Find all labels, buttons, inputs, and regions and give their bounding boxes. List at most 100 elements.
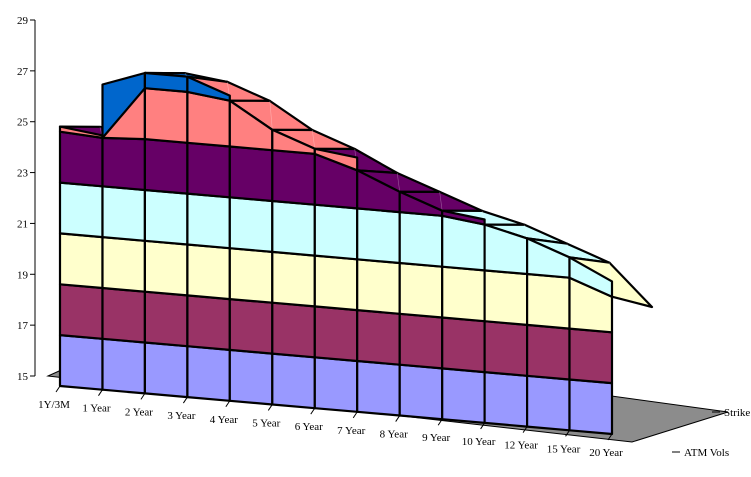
surface-band-cell <box>101 286 146 344</box>
surface-cell-diagonal <box>312 129 316 149</box>
surface-band-cell <box>143 341 189 399</box>
y-tick-label: 21 <box>17 218 28 230</box>
surface-band-cell <box>228 298 274 355</box>
x-tick-label: 12 Year <box>504 440 538 452</box>
surface-band-cell <box>271 149 316 206</box>
surface-band-cell <box>313 305 359 363</box>
y-tick-label: 23 <box>17 168 29 180</box>
surface-band-cell <box>398 312 444 370</box>
x-tick-label: 1 Year <box>82 403 110 415</box>
y-tick-label: 15 <box>17 371 29 383</box>
surface-band-cell <box>228 247 274 304</box>
surface-band-cell <box>525 272 571 330</box>
x-tick-label: 20 Year <box>589 447 623 459</box>
x-tick-mark <box>352 411 358 419</box>
surface-band-cell <box>143 87 189 144</box>
surface-band-cell <box>525 374 571 432</box>
y-tick-label: 27 <box>17 66 29 78</box>
y-tick-label: 19 <box>17 269 29 281</box>
surface-band-cell <box>101 337 146 395</box>
surface-band-cell <box>271 352 316 410</box>
surface-band-cell <box>101 136 146 192</box>
x-tick-mark <box>522 426 528 433</box>
surface-band-cell <box>441 316 486 374</box>
surface-band-cell <box>186 141 231 199</box>
depth-axis: ATM Vols Strike 3.0 <box>672 407 751 459</box>
surface-band-cell <box>186 192 231 250</box>
x-tick-label: 9 Year <box>422 432 450 444</box>
depth-tick-label: ATM Vols <box>684 447 729 459</box>
surface-band-cell <box>398 211 444 268</box>
x-tick-label: 15 Year <box>547 443 581 455</box>
surface-band-cell <box>228 145 274 203</box>
x-tick-mark <box>310 407 316 415</box>
x-tick-mark <box>267 404 273 411</box>
surface-band-cell <box>398 261 444 319</box>
surface-band-cell <box>313 254 359 312</box>
x-tick-label: 10 Year <box>462 436 496 448</box>
x-tick-mark <box>395 415 401 422</box>
y-tick-label: 29 <box>17 15 29 27</box>
surface-band-cell <box>313 203 359 261</box>
surface-band-cell <box>58 181 104 239</box>
surface-band-cell <box>271 199 316 257</box>
y-tick-label: 17 <box>17 320 29 332</box>
surface-band-cell <box>186 243 231 301</box>
surface-cell-diagonal <box>269 100 273 130</box>
x-tick-mark <box>225 400 231 408</box>
surface-cell-diagonal <box>439 191 443 211</box>
x-tick-mark <box>607 433 613 441</box>
surface-band-cell <box>441 265 486 323</box>
surface-band-cell <box>58 283 104 340</box>
y-axis: 15 17 19 21 23 25 27 29 <box>17 15 36 383</box>
surface-band-cell <box>143 239 189 297</box>
surface-band-cell <box>568 256 614 298</box>
surface-band-cell <box>398 363 444 421</box>
surface-band-cell <box>271 250 316 308</box>
surface-band-cell <box>101 236 146 293</box>
surface-band-cell <box>101 185 146 242</box>
y-tick-label: 25 <box>17 117 29 129</box>
surface-band-cell <box>58 130 104 188</box>
x-tick-mark <box>98 389 103 396</box>
surface-band-cell <box>568 327 614 385</box>
x-tick-mark <box>565 430 570 437</box>
surface-band-cell <box>228 196 274 253</box>
x-tick-mark <box>182 396 188 404</box>
x-tick-label: 2 Year <box>125 406 153 418</box>
surface-band-cell <box>271 301 316 359</box>
x-tick-label: 3 Year <box>167 410 195 422</box>
x-tick-label: 1Y/3M <box>38 399 70 411</box>
surface-band-cell <box>568 378 614 436</box>
x-tick-label: 6 Year <box>295 421 323 433</box>
surface-band-cell <box>58 232 104 290</box>
surface-band-cell <box>483 371 529 428</box>
surface-band-cell <box>441 367 486 424</box>
x-tick-label: 5 Year <box>252 417 280 429</box>
depth-tick-label: Strike 3.0 <box>724 407 751 419</box>
surface-band-cell <box>483 320 529 377</box>
x-tick-label: 4 Year <box>210 414 238 426</box>
surface-band-cell <box>483 269 529 326</box>
surface-band-cell <box>143 71 189 94</box>
surface-band-cell <box>186 294 231 351</box>
surface-band-cell <box>525 323 571 381</box>
surface-cell-diagonal <box>524 224 528 239</box>
surface-band-cell <box>143 290 189 348</box>
x-tick-label: 8 Year <box>380 429 408 441</box>
surface-plot <box>58 71 654 436</box>
x-tick-label: 7 Year <box>337 425 365 437</box>
x-tick-mark <box>140 393 146 400</box>
surface-band-cell <box>313 356 359 413</box>
surface-cell-diagonal <box>566 243 570 258</box>
surface-band-cell <box>186 345 231 402</box>
surface-band-cell <box>58 334 104 391</box>
surface-band-cell <box>228 348 274 406</box>
surface-band-cell <box>143 188 189 246</box>
x-axis: 1Y/3M 1 Year 2 Year 3 Year 4 Year 5 Year 6 Yea… <box>38 385 623 459</box>
surface-band-cell <box>356 207 401 265</box>
surface-band-cell <box>356 309 401 366</box>
surface-band-cell <box>143 138 189 195</box>
surface-band-cell <box>356 258 401 315</box>
